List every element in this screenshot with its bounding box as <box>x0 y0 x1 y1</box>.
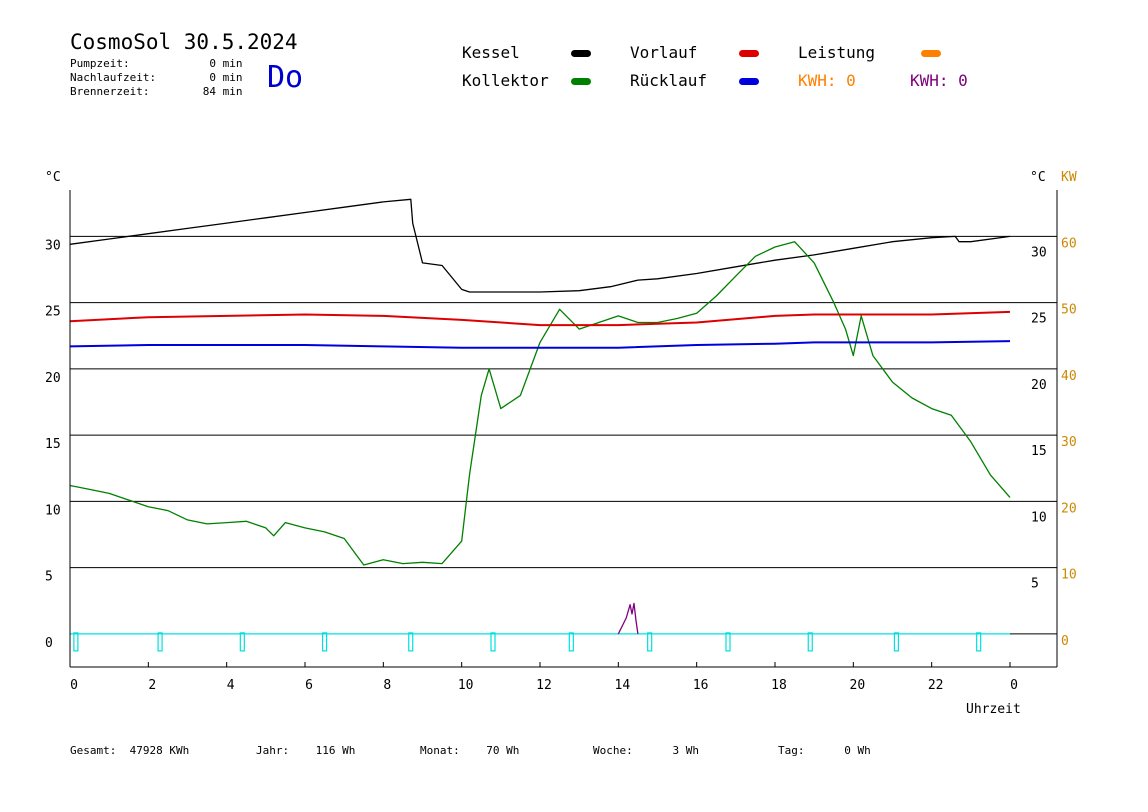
pump-marker <box>647 632 653 652</box>
y-tick-label-left: 30 <box>45 238 61 253</box>
x-tick-label: 10 <box>458 678 474 693</box>
x-tick-label: 12 <box>536 678 552 693</box>
legend-kollektor-swatch <box>571 78 591 85</box>
kw-tick-label: 30 <box>1061 435 1077 450</box>
weekday-label: Do <box>267 60 304 95</box>
legend-leistung-swatch <box>921 50 941 57</box>
left-axis-unit: °C <box>45 170 61 185</box>
pump-marker <box>321 632 328 652</box>
right-axis-unit: °C <box>1030 170 1046 185</box>
x-tick-label: 4 <box>227 678 235 693</box>
y-tick-label-right: 20 <box>1031 378 1047 393</box>
footer-woche: Woche: 3 Wh <box>593 744 699 757</box>
legend-kessel-swatch <box>571 50 591 57</box>
y-tick-label-right: 15 <box>1031 444 1047 459</box>
x-axis-label: Uhrzeit <box>966 702 1021 717</box>
footer-jahr: Jahr: 116 Wh <box>256 744 356 757</box>
legend-kwh-purple: KWH: 0 <box>910 71 968 90</box>
kw-tick-label: 0 <box>1061 634 1069 649</box>
kw-tick-label: 40 <box>1061 369 1077 384</box>
pump-marker <box>490 632 496 652</box>
info-nachlaufzeit: Nachlaufzeit: 0 min <box>70 71 243 84</box>
y-tick-label-left: 20 <box>45 371 61 386</box>
pump-marker <box>725 632 731 652</box>
y-tick-label-right: 25 <box>1031 312 1047 327</box>
y-tick-label-right: 5 <box>1031 577 1039 592</box>
footer-monat: Monat: 70 Wh <box>420 744 520 757</box>
x-tick-label: 0 <box>1010 678 1018 693</box>
footer-tag: Tag: 0 Wh <box>778 744 871 757</box>
x-tick-label: 2 <box>148 678 156 693</box>
pump-marker <box>568 632 574 652</box>
pump-marker <box>239 632 245 652</box>
x-tick-label: 22 <box>928 678 944 693</box>
series-line-vorlauf <box>69 310 1011 327</box>
kw-axis-unit: KW <box>1061 170 1077 185</box>
pump-marker <box>408 632 414 652</box>
x-tick-label: 20 <box>850 678 866 693</box>
y-tick-label-right: 30 <box>1031 245 1047 260</box>
x-tick-label: 18 <box>771 678 787 693</box>
pump-marker <box>807 632 813 652</box>
legend-kwh-orange: KWH: 0 <box>798 71 856 90</box>
x-tick-label: 14 <box>615 678 631 693</box>
legend-vorlauf-swatch <box>739 50 759 57</box>
y-tick-label-left: 5 <box>45 570 53 585</box>
info-pumpzeit: Pumpzeit: 0 min <box>70 57 243 70</box>
series-line-kollektor <box>69 241 1011 566</box>
pump-marker <box>157 632 163 652</box>
kw-tick-label: 60 <box>1061 236 1077 251</box>
y-tick-label-left: 10 <box>45 503 61 518</box>
kw-tick-label: 50 <box>1061 303 1077 318</box>
chart-title: CosmoSol 30.5.2024 <box>70 30 298 54</box>
x-tick-label: 6 <box>305 678 313 693</box>
legend-vorlauf-label: Vorlauf <box>630 43 698 62</box>
x-tick-label: 8 <box>383 678 391 693</box>
footer-gesamt: Gesamt: 47928 KWh <box>70 744 190 757</box>
kw-tick-label: 20 <box>1061 501 1077 516</box>
y-tick-label-right: 10 <box>1031 510 1047 525</box>
legend-ruecklauf-swatch <box>739 78 759 85</box>
info-brennerzeit: Brennerzeit: 84 min <box>70 85 243 98</box>
kw-tick-label: 10 <box>1061 568 1077 583</box>
y-tick-label-left: 15 <box>45 437 61 452</box>
y-tick-label-left: 0 <box>45 636 53 651</box>
y-tick-label-left: 25 <box>45 305 61 320</box>
legend-leistung-label: Leistung <box>798 43 876 62</box>
series-line-kwh <box>617 602 639 635</box>
x-tick-label: 0 <box>70 678 78 693</box>
pump-marker <box>73 632 79 652</box>
legend-ruecklauf-label: Rücklauf <box>630 71 708 90</box>
pump-marker <box>893 632 900 652</box>
series-line-ruecklauf <box>69 340 1011 349</box>
legend-kollektor-label: Kollektor <box>462 71 549 90</box>
series-line-kessel <box>69 198 1011 293</box>
pump-marker <box>976 632 982 652</box>
legend-kessel-label: Kessel <box>462 43 520 62</box>
x-tick-label: 16 <box>693 678 709 693</box>
